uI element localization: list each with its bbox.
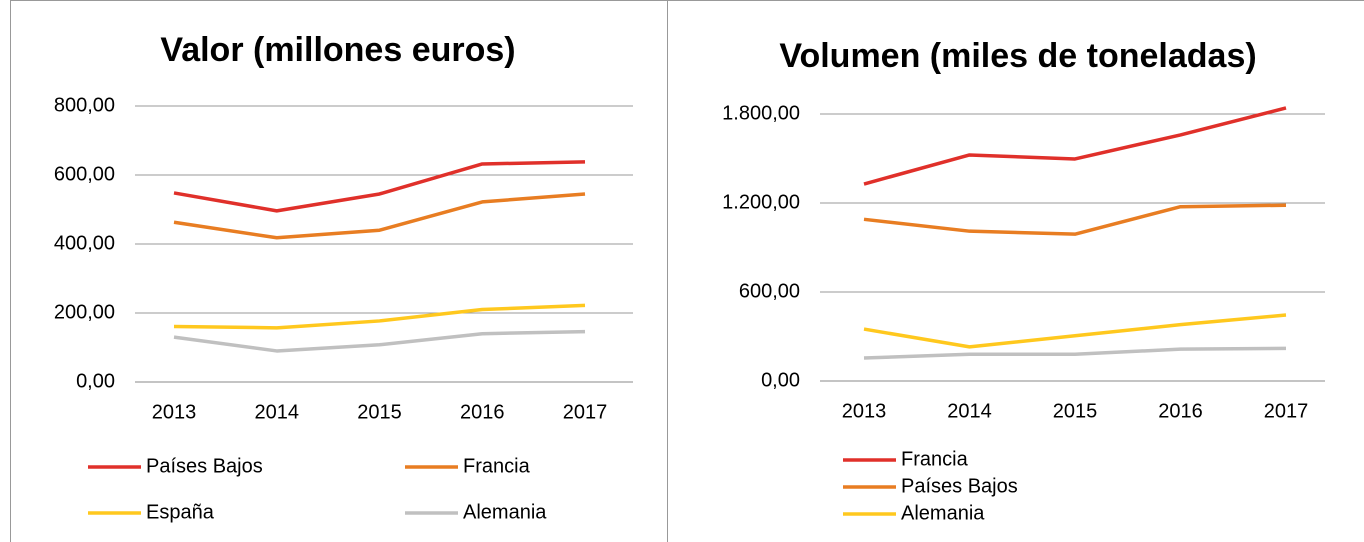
series-line bbox=[863, 106, 1287, 186]
chart-title: Valor (millones euros) bbox=[160, 31, 515, 69]
panel-border bbox=[667, 0, 1364, 542]
x-tick-label: 2016 bbox=[460, 401, 505, 423]
legend-label: Países Bajos bbox=[901, 475, 1018, 497]
x-tick-label: 2015 bbox=[357, 401, 402, 423]
x-tick-label: 2017 bbox=[1264, 400, 1309, 422]
series-line bbox=[173, 329, 586, 353]
y-tick-label: 0,00 bbox=[76, 370, 115, 392]
x-tick-label: 2015 bbox=[1053, 400, 1098, 422]
x-tick-label: 2014 bbox=[255, 401, 300, 423]
y-tick-label: 1.800,00 bbox=[722, 102, 800, 124]
legend-label: Francia bbox=[463, 455, 531, 477]
x-tick-label: 2014 bbox=[947, 400, 992, 422]
chart-title: Volumen (miles de toneladas) bbox=[779, 37, 1256, 75]
legend-label: Alemania bbox=[463, 501, 547, 523]
series-line bbox=[173, 303, 586, 330]
y-tick-label: 200,00 bbox=[54, 301, 115, 323]
series-line bbox=[863, 203, 1287, 236]
legend-label: Francia bbox=[901, 448, 969, 470]
legend-label: Alemania bbox=[901, 502, 985, 524]
y-tick-label: 1.200,00 bbox=[722, 191, 800, 213]
series-line bbox=[863, 346, 1287, 360]
x-tick-label: 2013 bbox=[842, 400, 887, 422]
y-tick-label: 600,00 bbox=[739, 280, 800, 302]
series-line bbox=[173, 192, 586, 240]
y-tick-label: 600,00 bbox=[54, 163, 115, 185]
panel-border bbox=[10, 0, 668, 542]
legend-label: España bbox=[146, 501, 215, 523]
series-line bbox=[173, 160, 586, 213]
legend-label: Países Bajos bbox=[146, 455, 263, 477]
y-tick-label: 400,00 bbox=[54, 232, 115, 254]
x-tick-label: 2017 bbox=[563, 401, 608, 423]
series-line bbox=[863, 313, 1287, 349]
y-tick-label: 800,00 bbox=[54, 94, 115, 116]
y-tick-label: 0,00 bbox=[761, 369, 800, 391]
x-tick-label: 2013 bbox=[152, 401, 197, 423]
x-tick-label: 2016 bbox=[1158, 400, 1203, 422]
